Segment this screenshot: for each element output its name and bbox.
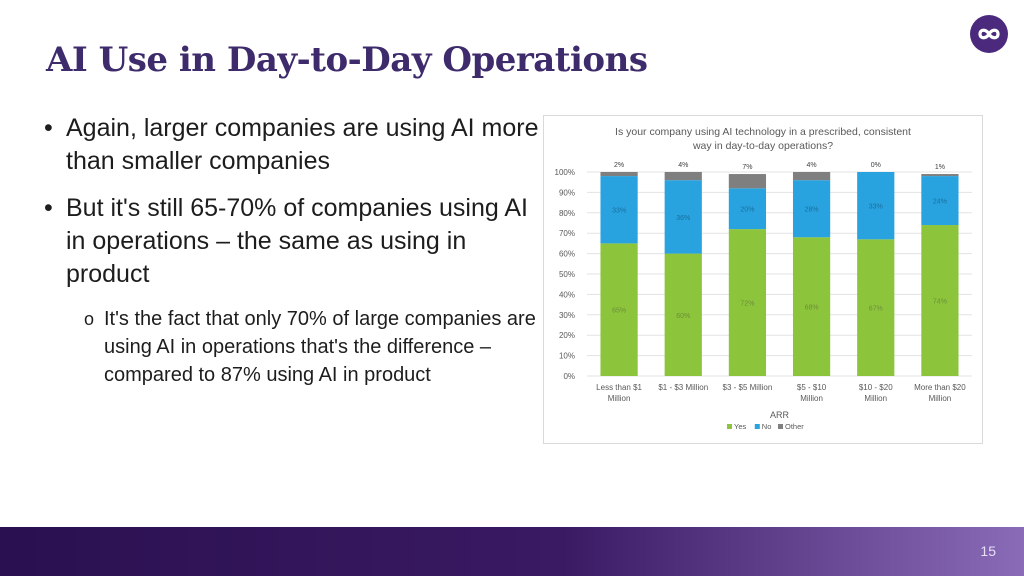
y-tick-label: 80%	[559, 209, 575, 218]
data-label-other: 1%	[935, 164, 945, 171]
y-tick-label: 60%	[559, 250, 575, 259]
data-label-no: 28%	[805, 207, 819, 214]
x-tick-label: Million	[929, 394, 952, 403]
data-label-other: 7%	[742, 164, 752, 171]
y-tick-label: 0%	[563, 372, 575, 381]
x-tick-label: $1 - $3 Million	[658, 383, 708, 392]
data-label-no: 33%	[869, 204, 883, 211]
legend-label-yes: Yes	[734, 422, 746, 431]
legend-label-no: No	[762, 422, 772, 431]
bar-segment-no	[600, 176, 638, 244]
x-tick-label: $3 - $5 Million	[723, 383, 773, 392]
bar-segment-other	[728, 174, 767, 189]
data-label-yes: 74%	[933, 299, 947, 306]
data-label-yes: 67%	[869, 306, 883, 313]
bar-segment-no	[664, 180, 702, 254]
bar-segment-yes	[664, 253, 702, 376]
bullet-text: But it's still 65-70% of companies using…	[66, 194, 528, 288]
bar-segment-no	[728, 188, 767, 230]
y-tick-label: 40%	[559, 290, 575, 299]
data-label-other: 4%	[807, 162, 817, 169]
chart-title: Is your company using AI technology in a…	[615, 126, 911, 152]
data-label-yes: 72%	[740, 301, 754, 308]
legend-swatch-other	[778, 424, 783, 429]
bar-segment-no	[857, 172, 895, 240]
bar-segment-other	[600, 172, 638, 177]
data-label-other: 2%	[614, 162, 624, 169]
legend-swatch-no	[754, 424, 760, 429]
chart-container: Is your company using AI technology in a…	[543, 115, 983, 444]
data-label-no: 24%	[933, 199, 947, 206]
sub-bullet-text: It's the fact that only 70% of large com…	[104, 308, 536, 386]
x-tick-label: Million	[608, 394, 631, 403]
bar-segment-other	[664, 172, 702, 181]
y-tick-label: 70%	[559, 229, 575, 238]
bar-segment-yes	[792, 237, 831, 376]
footer-bar: 15	[0, 527, 1024, 576]
bar-segment-other	[792, 172, 831, 181]
x-tick-label: $5 - $10	[797, 383, 827, 392]
brand-logo	[970, 15, 1008, 53]
bar-segment-yes	[921, 225, 959, 376]
bullet-text: Again, larger companies are using AI mor…	[66, 114, 539, 175]
y-tick-label: 50%	[559, 270, 575, 279]
bar-segment-no	[921, 176, 959, 226]
bullet-dot: •	[44, 114, 53, 142]
data-label-no: 33%	[612, 208, 626, 215]
legend-swatch-yes	[727, 424, 732, 429]
bar-segment-no	[792, 180, 831, 238]
x-tick-label: More than $20	[914, 383, 966, 392]
y-tick-label: 30%	[559, 311, 575, 320]
x-tick-label: Less than $1	[596, 383, 642, 392]
bar-segment-yes	[857, 239, 895, 376]
data-label-other: 4%	[678, 162, 688, 169]
data-label-no: 20%	[740, 207, 754, 214]
y-tick-label: 20%	[559, 331, 575, 340]
slide-title: AI Use in Day-to-Day Operations	[46, 40, 648, 80]
y-tick-label: 90%	[559, 188, 575, 197]
x-tick-label: Million	[800, 394, 823, 403]
y-tick-label: 100%	[555, 168, 575, 177]
data-label-yes: 65%	[612, 308, 626, 315]
bar-segment-yes	[728, 229, 767, 376]
sub-bullet-marker: o	[84, 309, 95, 329]
page-number: 15	[980, 543, 996, 559]
x-tick-label: Million	[864, 394, 887, 403]
infinity-icon	[978, 28, 1000, 40]
x-axis-label: ARR	[770, 410, 790, 420]
data-label-no: 36%	[676, 215, 690, 222]
data-label-yes: 60%	[676, 313, 690, 320]
x-tick-label: $10 - $20	[859, 383, 893, 392]
y-tick-label: 10%	[559, 352, 575, 361]
stacked-bar-chart: Is your company using AI technology in a…	[555, 126, 972, 431]
legend-label-other: Other	[785, 422, 804, 431]
data-label-other: 0%	[871, 162, 881, 169]
bullet-dot: •	[44, 194, 53, 222]
bar-segment-yes	[600, 243, 638, 376]
data-label-yes: 68%	[805, 305, 819, 312]
bar-segment-other	[921, 174, 959, 177]
